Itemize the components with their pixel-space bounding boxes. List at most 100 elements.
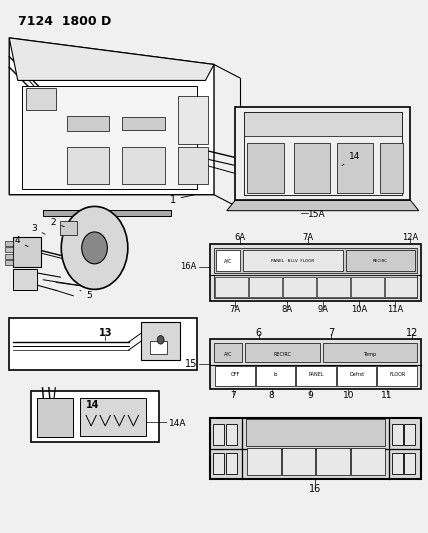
Bar: [404, 424, 415, 445]
Text: 5: 5: [80, 290, 92, 300]
Bar: [283, 277, 316, 297]
Text: lo: lo: [273, 373, 278, 377]
Bar: [178, 147, 208, 184]
Bar: [60, 221, 77, 235]
Text: RECIRC: RECIRC: [373, 259, 388, 263]
Bar: [30, 391, 158, 442]
Bar: [246, 419, 385, 446]
Text: 8: 8: [269, 391, 274, 400]
Bar: [245, 343, 320, 362]
Bar: [243, 251, 343, 271]
Bar: [244, 112, 402, 195]
Bar: [37, 398, 73, 437]
Bar: [122, 117, 165, 130]
Text: 7: 7: [328, 328, 334, 338]
Bar: [351, 448, 385, 475]
Bar: [67, 147, 110, 184]
Text: Temp: Temp: [363, 352, 376, 357]
Text: 14A: 14A: [169, 419, 187, 428]
Text: PANEL   BI-LV  FLOOR: PANEL BI-LV FLOOR: [271, 259, 315, 263]
Bar: [178, 96, 208, 144]
Text: 7124  1800 D: 7124 1800 D: [18, 15, 111, 28]
Bar: [317, 277, 350, 297]
Bar: [215, 277, 248, 297]
Text: OFF: OFF: [231, 373, 240, 377]
Text: 10: 10: [343, 391, 354, 400]
Text: Defrst: Defrst: [349, 373, 365, 377]
Bar: [5, 254, 14, 259]
Bar: [337, 143, 373, 193]
Text: RECIRC: RECIRC: [273, 352, 291, 357]
Text: 7A: 7A: [302, 233, 313, 242]
Text: 6: 6: [256, 328, 262, 338]
Bar: [256, 366, 295, 385]
Bar: [392, 424, 403, 445]
Text: A/C: A/C: [224, 352, 232, 357]
Bar: [5, 260, 14, 265]
Bar: [247, 143, 283, 193]
Bar: [294, 143, 330, 193]
Text: 9: 9: [307, 391, 313, 400]
Bar: [380, 143, 403, 193]
Text: 16A: 16A: [181, 262, 197, 271]
Text: 14: 14: [86, 400, 99, 410]
Bar: [346, 251, 414, 271]
Bar: [14, 269, 37, 290]
Bar: [214, 276, 416, 298]
Polygon shape: [227, 200, 419, 211]
Bar: [392, 453, 403, 474]
Bar: [404, 453, 415, 474]
Bar: [213, 453, 224, 474]
Bar: [214, 343, 242, 362]
Bar: [5, 247, 14, 252]
Text: 3: 3: [31, 224, 45, 235]
Text: 7A: 7A: [230, 304, 241, 313]
Bar: [216, 251, 240, 271]
Text: 7: 7: [230, 391, 236, 400]
Circle shape: [82, 232, 107, 264]
Bar: [351, 277, 383, 297]
Bar: [122, 147, 165, 184]
Bar: [316, 448, 350, 475]
Bar: [67, 116, 110, 131]
Bar: [9, 318, 197, 370]
Text: 15: 15: [184, 359, 197, 369]
Bar: [384, 277, 417, 297]
Text: 12: 12: [406, 328, 419, 338]
Text: 4: 4: [14, 237, 28, 247]
Bar: [210, 340, 421, 389]
Polygon shape: [9, 38, 214, 80]
Bar: [226, 424, 237, 445]
Text: 9A: 9A: [317, 304, 328, 313]
Bar: [296, 366, 336, 385]
Bar: [210, 418, 421, 479]
Bar: [5, 241, 14, 246]
Text: 10A: 10A: [351, 304, 367, 313]
Bar: [247, 448, 281, 475]
Bar: [244, 112, 402, 136]
Bar: [22, 86, 197, 189]
Text: FLOOR: FLOOR: [389, 373, 406, 377]
Bar: [210, 244, 421, 301]
Bar: [14, 237, 41, 266]
Text: 2: 2: [51, 218, 64, 227]
Bar: [226, 453, 237, 474]
Bar: [142, 322, 180, 360]
Bar: [337, 366, 376, 385]
Bar: [323, 343, 416, 362]
Bar: [26, 88, 56, 110]
Circle shape: [61, 206, 128, 289]
Bar: [43, 209, 171, 216]
Bar: [150, 341, 167, 354]
Bar: [235, 107, 410, 200]
Text: 16: 16: [309, 484, 321, 494]
Text: 6A: 6A: [234, 233, 245, 242]
Text: 12A: 12A: [402, 233, 418, 242]
Text: A/C: A/C: [223, 259, 232, 263]
Text: 11A: 11A: [387, 304, 404, 313]
Text: 11: 11: [381, 391, 392, 400]
Bar: [214, 248, 416, 272]
Text: 14: 14: [342, 152, 360, 165]
Circle shape: [157, 336, 164, 344]
Bar: [249, 277, 282, 297]
